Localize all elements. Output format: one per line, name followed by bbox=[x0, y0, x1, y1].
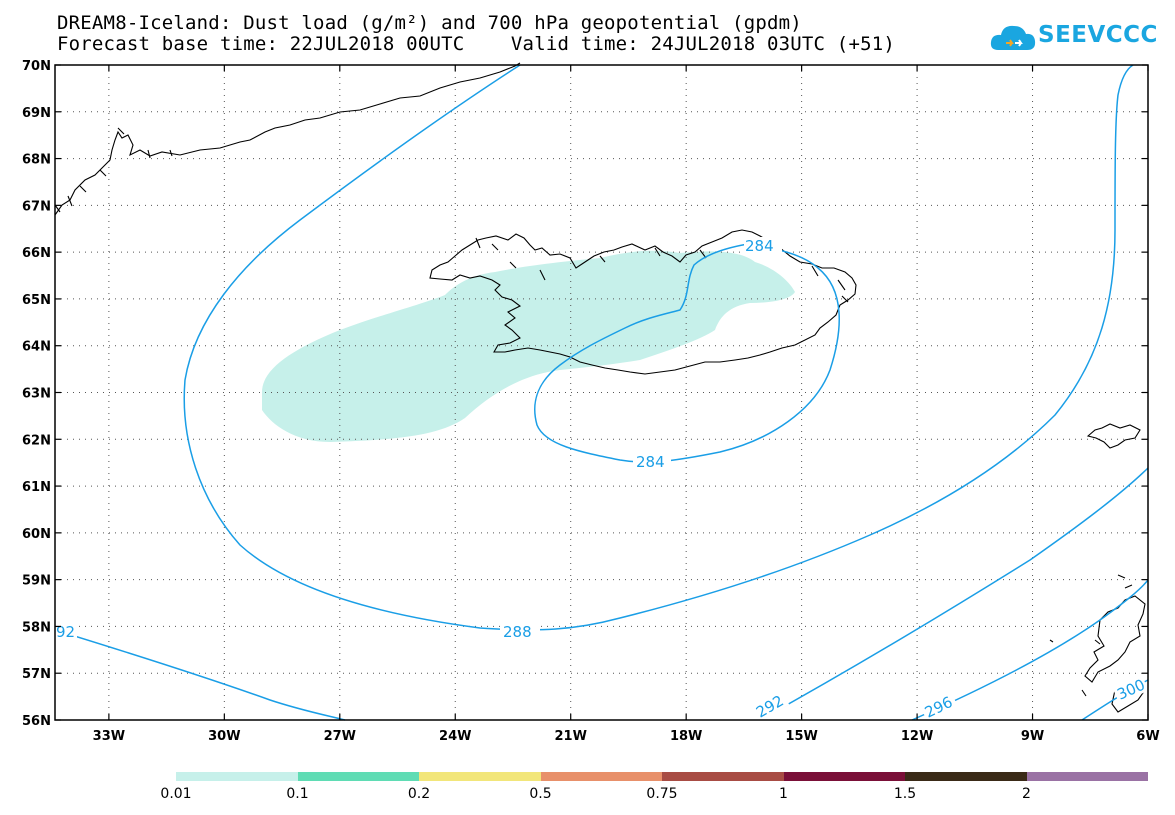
colorbar-label: 0.75 bbox=[646, 786, 678, 802]
colorbar-label: 1 bbox=[779, 786, 788, 802]
lat-label: 64N bbox=[22, 340, 51, 355]
lat-label: 59N bbox=[22, 574, 51, 589]
colorbar-label: 2 bbox=[1022, 786, 1031, 802]
dust-area bbox=[262, 250, 795, 442]
greenland-coast bbox=[54, 62, 521, 216]
greenland-coast-detail bbox=[54, 127, 173, 213]
colorbar-label: 0.5 bbox=[529, 786, 552, 802]
lat-label: 63N bbox=[22, 387, 51, 402]
contours bbox=[54, 64, 1149, 721]
colorbar-label: 0.1 bbox=[286, 786, 309, 802]
contour-label-292-left: 92 bbox=[56, 623, 75, 641]
lon-label: 24W bbox=[439, 729, 471, 744]
lon-label: 18W bbox=[670, 729, 702, 744]
lon-label: 9W bbox=[1021, 729, 1044, 744]
lat-label: 62N bbox=[22, 433, 51, 448]
title-line-2: Forecast base time: 22JUL2018 00UTC Vali… bbox=[57, 33, 896, 55]
contour-292 bbox=[759, 467, 1149, 721]
colorbar-segment bbox=[176, 772, 298, 781]
title-line-1: DREAM8-Iceland: Dust load (g/m²) and 700… bbox=[57, 12, 802, 34]
lat-label: 68N bbox=[22, 153, 51, 168]
lon-label: 33W bbox=[93, 729, 125, 744]
colorbar-label: 0.2 bbox=[407, 786, 431, 802]
lat-label: 61N bbox=[22, 480, 51, 495]
lat-label: 67N bbox=[22, 199, 51, 214]
lon-label: 15W bbox=[785, 729, 817, 744]
faroe-coast bbox=[1086, 423, 1141, 449]
lat-label: 69N bbox=[22, 106, 51, 121]
colorbar-label: 1.5 bbox=[893, 786, 917, 802]
contour-288 bbox=[183, 64, 1134, 631]
contour-284 bbox=[534, 243, 840, 463]
colorbar-segment bbox=[662, 772, 784, 781]
lat-label: 58N bbox=[22, 620, 51, 635]
cloud-icon bbox=[990, 25, 1036, 50]
contour-label-288: 288 bbox=[503, 623, 532, 641]
lon-label: 21W bbox=[554, 729, 586, 744]
lat-label: 56N bbox=[22, 714, 51, 729]
lon-label: 12W bbox=[901, 729, 933, 744]
colorbar-segment bbox=[297, 772, 419, 781]
contour-label-284-south: 284 bbox=[636, 453, 665, 471]
scotland-islands bbox=[1049, 574, 1133, 697]
colorbar-segment bbox=[905, 772, 1027, 781]
lon-label: 6W bbox=[1136, 729, 1159, 744]
lon-label: 27W bbox=[324, 729, 356, 744]
lon-label: 30W bbox=[208, 729, 240, 744]
lat-label: 57N bbox=[22, 667, 51, 682]
logo-text: SEEVCCC bbox=[1038, 22, 1158, 48]
lat-label: 65N bbox=[22, 293, 51, 308]
coastlines bbox=[54, 62, 1146, 713]
colorbar-segment bbox=[1026, 772, 1148, 781]
colorbar-segment bbox=[783, 772, 905, 781]
contour-296 bbox=[911, 579, 1149, 721]
colorbar-segment bbox=[540, 772, 662, 781]
colorbar-segment bbox=[419, 772, 541, 781]
colorbar-label: 0.01 bbox=[160, 786, 192, 802]
iceland-fjords bbox=[475, 237, 849, 303]
contour-292-left bbox=[54, 629, 346, 721]
lat-label: 66N bbox=[22, 246, 51, 261]
contour-label-284-north: 284 bbox=[745, 237, 774, 255]
iceland-coast bbox=[429, 229, 857, 375]
lat-label: 70N bbox=[22, 59, 51, 74]
lat-label: 60N bbox=[22, 527, 51, 542]
graticule bbox=[55, 65, 1148, 720]
